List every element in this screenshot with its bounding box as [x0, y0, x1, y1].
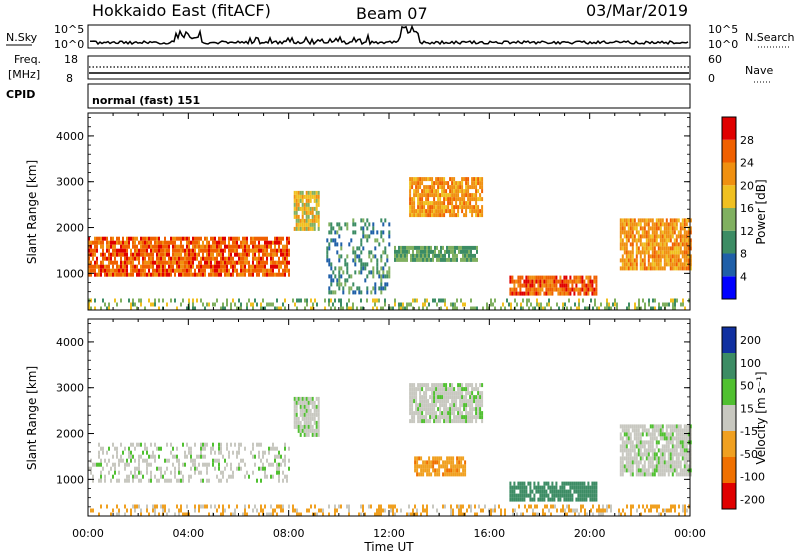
echo-region-4	[394, 245, 478, 262]
velocity-ylabel: Slant Range [km]	[25, 366, 39, 470]
colorbar-tick-label: 8	[740, 248, 747, 261]
date-title: 03/Mar/2019	[586, 1, 688, 20]
colorbar-segment	[722, 353, 736, 379]
echo-region-7	[88, 298, 690, 311]
echo-region-3	[409, 177, 484, 218]
colorbar-tick-label: 4	[740, 270, 747, 283]
velocity-colorbar-label: Velocity [m s⁻¹]	[754, 371, 768, 464]
echo-region-1	[293, 190, 320, 231]
xtick-label: 08:00	[273, 527, 305, 540]
freq-tick-top: 18	[64, 53, 78, 66]
colorbar-segment	[722, 327, 736, 353]
echo-region-6	[90, 504, 690, 517]
cpid-panel	[87, 83, 691, 109]
ytick-label: 4000	[56, 336, 84, 349]
colorbar-segment	[722, 379, 736, 405]
velocity-cells	[88, 383, 692, 517]
power-cells	[88, 177, 692, 311]
echo-region-4	[509, 481, 598, 502]
nsky-tick-bottom: 10^0	[54, 38, 84, 51]
echo-region-6	[619, 218, 692, 271]
nsky-label: N.Sky	[6, 31, 38, 44]
power-panel-frame	[87, 112, 691, 311]
nsky-right-tick-bottom: 10^0	[708, 38, 738, 51]
colorbar-tick-label: -15	[740, 425, 758, 438]
xtick-label: 20:00	[574, 527, 606, 540]
xtick-label: 12:00	[373, 527, 405, 540]
freq-unit: [MHz]	[8, 68, 40, 81]
colorbar-tick-label: 15	[740, 402, 754, 415]
colorbar-tick-label: -200	[740, 493, 765, 506]
time-axis: 00:00 04:00 08:00 12:00 16:00 20:00 00:00	[72, 527, 706, 540]
echo-region-5	[509, 275, 598, 296]
ytick-label: 2000	[56, 222, 84, 235]
colorbar-segment	[722, 253, 736, 277]
colorbar-segment	[722, 162, 736, 186]
colorbar-tick-label: 50	[740, 380, 754, 393]
time-axis-label: Time UT	[363, 540, 414, 554]
echo-region-3	[414, 456, 467, 477]
ytick-label: 3000	[56, 382, 84, 395]
colorbar-tick-label: -50	[740, 448, 758, 461]
colorbar-segment	[722, 185, 736, 208]
colorbar-tick-label: -100	[740, 471, 765, 484]
nsearch-label: N.Search	[745, 31, 795, 44]
power-colorbar-label: Power [dB]	[754, 179, 768, 244]
xtick-label: 00:00	[72, 527, 104, 540]
freq-panel	[87, 55, 691, 80]
xtick-label: 16:00	[473, 527, 505, 540]
colorbar-segment	[722, 457, 736, 483]
colorbar-segment	[722, 483, 736, 509]
colorbar-tick-label: 100	[740, 357, 761, 370]
nsky-panel	[87, 24, 691, 49]
nsky-right-tick-top: 10^5	[708, 23, 738, 36]
echo-region-2	[409, 383, 484, 424]
power-ylabel: Slant Range [km]	[25, 160, 39, 264]
colorbar-segment	[722, 208, 736, 231]
echo-region-0	[88, 442, 290, 483]
colorbar-segment	[722, 405, 736, 431]
velocity-colorbar: 200 100 50 15 -15 -50 -100 -200	[721, 326, 765, 510]
colorbar-tick-label: 24	[740, 157, 754, 170]
xtick-label: 04:00	[172, 527, 204, 540]
colorbar-segment	[722, 230, 736, 254]
nave-label: Nave	[745, 64, 773, 77]
echo-region-1	[293, 396, 320, 437]
colorbar-segment	[722, 139, 736, 163]
echo-region-2	[326, 218, 391, 295]
station-title: Hokkaido East (fitACF)	[92, 1, 271, 20]
ytick-label: 2000	[56, 428, 84, 441]
freq-tick-bottom: 8	[66, 72, 73, 85]
xtick-label: 00:00	[674, 527, 706, 540]
velocity-panel-frame	[87, 318, 691, 517]
ytick-label: 3000	[56, 176, 84, 189]
colorbar-tick-label: 20	[740, 179, 754, 192]
cpid-text: normal (fast) 151	[92, 94, 200, 107]
colorbar-tick-label: 28	[740, 134, 754, 147]
colorbar-tick-label: 200	[740, 334, 761, 347]
nave-tick-top: 60	[708, 53, 722, 66]
colorbar-segment	[722, 117, 736, 140]
colorbar-segment	[722, 431, 736, 457]
nave-tick-bottom: 0	[708, 72, 715, 85]
beam-title: Beam 07	[356, 4, 428, 23]
colorbar-segment	[722, 276, 736, 299]
nsky-tick-top: 10^5	[54, 23, 84, 36]
ytick-label: 4000	[56, 130, 84, 143]
power-colorbar: 4 8 12 16 20 24 28	[721, 116, 754, 300]
cpid-label: CPID	[6, 88, 35, 101]
echo-region-0	[88, 236, 290, 277]
colorbar-tick-label: 16	[740, 202, 754, 215]
echo-region-5	[619, 424, 692, 477]
colorbar-tick-label: 12	[740, 225, 754, 238]
nsky-trace	[90, 24, 689, 46]
ytick-label: 1000	[56, 267, 84, 280]
ytick-label: 1000	[56, 473, 84, 486]
power-axes: 1000 2000 3000 4000	[56, 113, 691, 310]
velocity-axes: 1000 2000 3000 4000	[56, 319, 691, 516]
freq-label: Freq.	[14, 53, 41, 66]
